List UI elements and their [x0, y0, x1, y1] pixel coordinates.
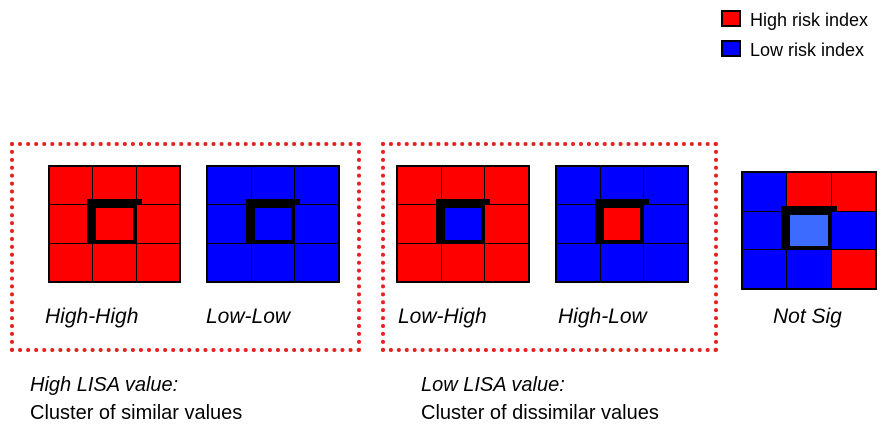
grid-cell: [136, 205, 179, 243]
grid-cell: [136, 243, 179, 281]
grid-cell: [295, 205, 338, 243]
high-low-label: High-Low: [558, 305, 647, 328]
grid-cell: [600, 243, 644, 281]
grid-cell: [441, 167, 485, 205]
grid-cell: [787, 250, 831, 288]
grid-cell: [50, 167, 93, 205]
grid-cell: [485, 243, 528, 281]
grid-cell: [743, 173, 787, 211]
grid-cell: [398, 167, 441, 205]
high-high-grid: [48, 165, 181, 283]
grid-cell: [136, 167, 179, 205]
grid-cell: [743, 250, 787, 288]
not-sig-label: Not Sig: [773, 305, 842, 328]
grid-cell: [295, 243, 338, 281]
grid-cell: [208, 205, 251, 243]
grid-center-cell: [594, 199, 649, 250]
grid-cell: [557, 205, 600, 243]
grid-cell: [208, 243, 251, 281]
low-low-grid: [206, 165, 340, 283]
legend-swatch-red: [721, 10, 741, 27]
grid-cell: [295, 167, 338, 205]
grid-center-cell: [435, 199, 490, 250]
grid-cell: [50, 243, 93, 281]
high-low-grid: [555, 165, 689, 283]
grid-cell: [251, 243, 295, 281]
high-high-label: High-High: [45, 305, 139, 328]
grid-cell: [441, 243, 485, 281]
grid-cell: [485, 167, 528, 205]
low-lisa-caption-title: Low LISA value:: [421, 374, 565, 396]
grid-center-cell: [87, 199, 143, 250]
low-low-label: Low-Low: [206, 305, 291, 328]
grid-cell: [644, 205, 687, 243]
legend-label-high-risk: High risk index: [750, 10, 869, 30]
high-lisa-caption-body: Cluster of similar values: [30, 402, 243, 424]
legend-label-low-risk: Low risk index: [750, 40, 865, 60]
grid-cell: [644, 243, 687, 281]
grid-cell: [644, 167, 687, 205]
high-lisa-caption-title: High LISA value:: [30, 374, 179, 396]
grid-cell: [50, 205, 93, 243]
grid-cell: [557, 167, 600, 205]
grid-cell: [787, 173, 831, 211]
grid-cell: [557, 243, 600, 281]
grid-cell: [93, 243, 136, 281]
grid-cell: [93, 167, 136, 205]
grid-center-cell: [781, 205, 838, 255]
grid-cell: [398, 205, 441, 243]
grid-cell: [743, 211, 787, 250]
low-lisa-group-box: [381, 142, 718, 352]
not-sig-grid: [741, 171, 877, 290]
grid-center-cell: [245, 199, 300, 250]
grid-cell: [831, 250, 875, 288]
grid-cell: [251, 167, 295, 205]
grid-cell: [831, 173, 875, 211]
grid-cell: [600, 167, 644, 205]
grid-cell: [831, 211, 875, 250]
legend-swatch-blue: [721, 40, 741, 57]
low-high-label: Low-High: [398, 305, 487, 328]
grid-cell: [208, 167, 251, 205]
low-lisa-caption-body: Cluster of dissimilar values: [421, 402, 659, 424]
high-lisa-group-box: [10, 142, 361, 352]
low-high-grid: [396, 165, 530, 283]
grid-cell: [485, 205, 528, 243]
grid-cell: [398, 243, 441, 281]
